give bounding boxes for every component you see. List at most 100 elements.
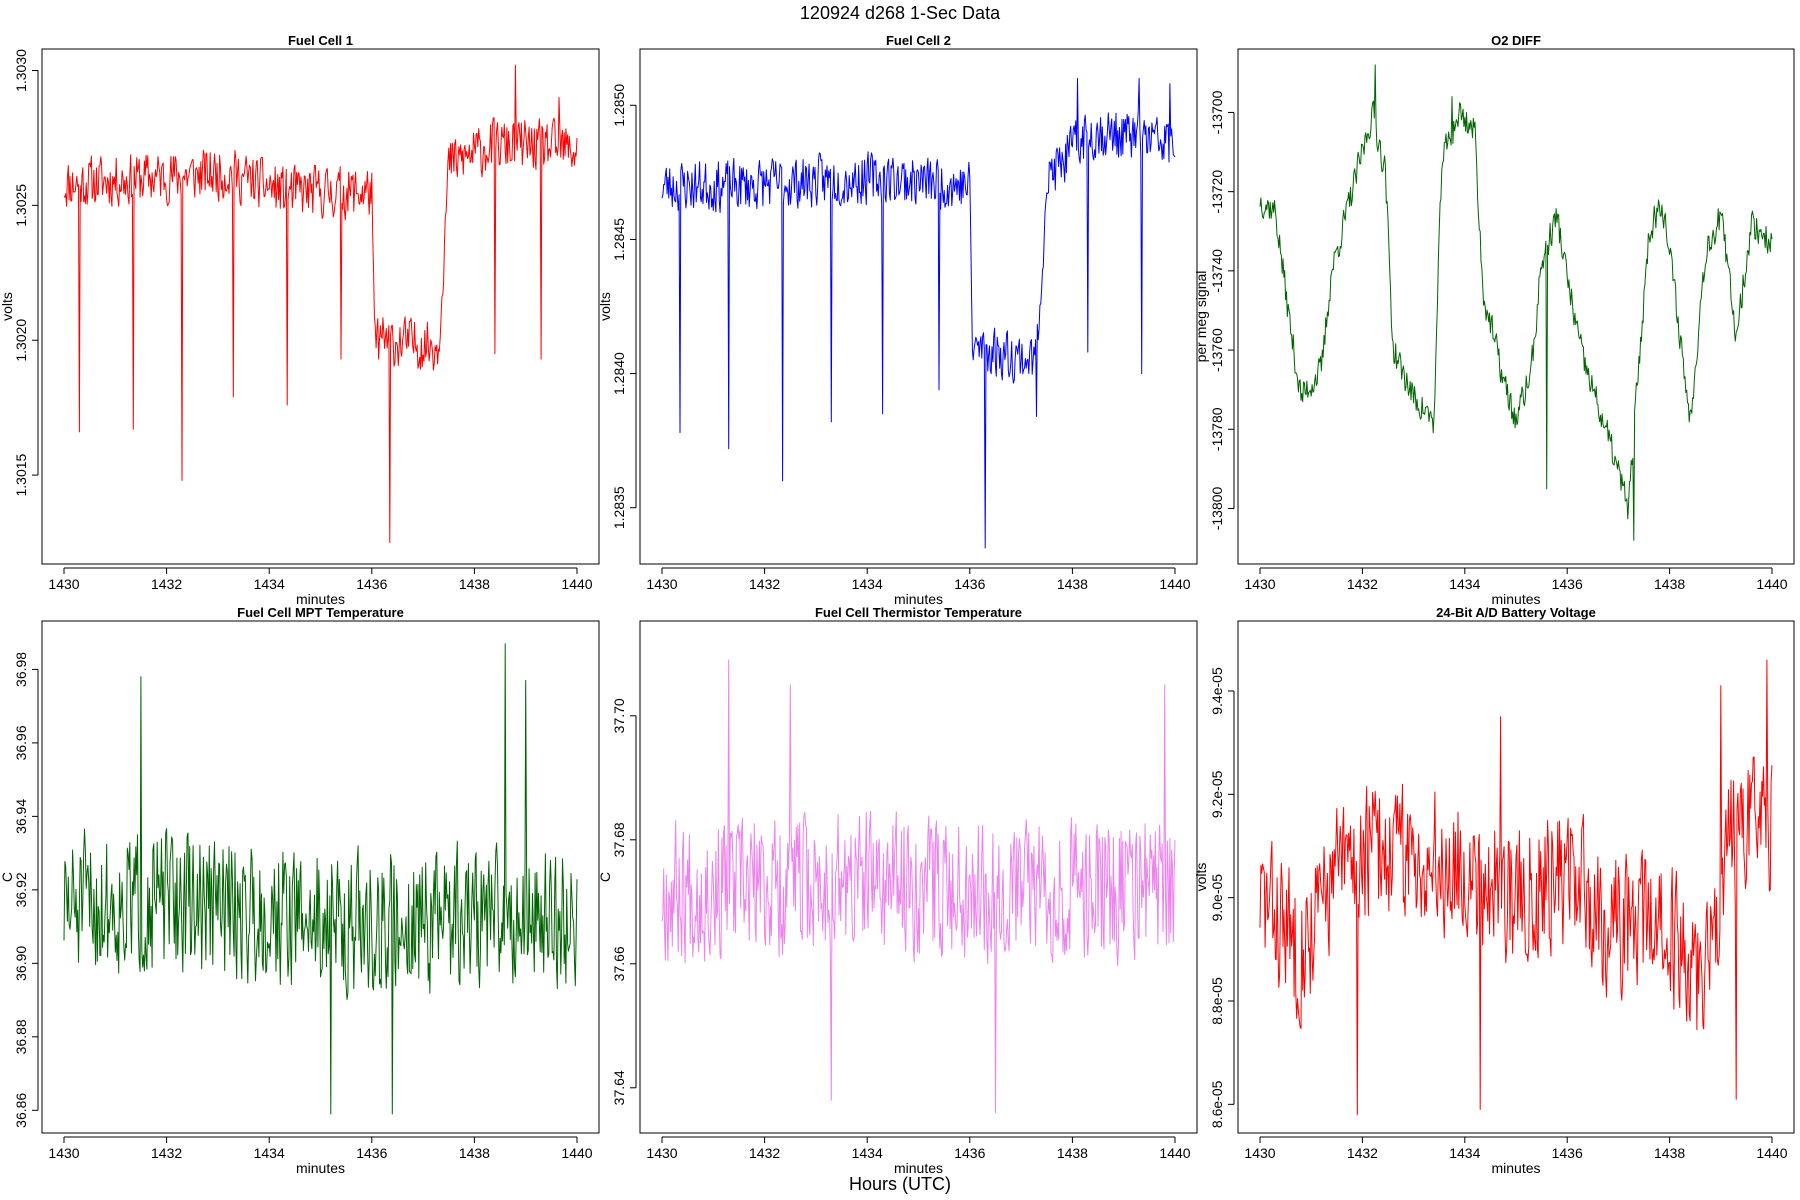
x-tick-label: 1436 [954,1145,985,1161]
x-tick-label: 1432 [1347,576,1378,592]
x-tick-label: 1438 [1057,1145,1088,1161]
panel-title: Fuel Cell Thermistor Temperature [815,605,1022,620]
x-tick-label: 1432 [749,1145,780,1161]
y-tick-label: 1.3030 [13,49,29,92]
y-tick-label: 1.2845 [611,218,627,261]
panel-title: Fuel Cell 2 [886,33,951,48]
y-tick-label: 9.2e-05 [1209,770,1225,818]
y-tick-label: -13800 [1209,486,1225,530]
plot-frame [41,48,600,565]
y-tick-label: -13740 [1209,249,1225,293]
y-tick-label: 36.98 [13,652,29,687]
x-axis-label: minutes [1491,1160,1540,1176]
series-line [1259,64,1773,541]
y-tick-label: 37.64 [611,1070,627,1105]
x-tick-label: 1436 [1552,576,1583,592]
figure-footer: Hours (UTC) [849,1174,951,1194]
x-axis-label: minutes [296,1160,345,1176]
panel-2: Fuel Cell 2 1430 1432 1434 1436 1438 1440 minut… [597,33,1198,607]
y-tick-label: 9.0e-05 [1209,874,1225,922]
x-tick-label: 1434 [1449,1145,1480,1161]
series-line [63,64,578,543]
x-tick-label: 1434 [254,1145,285,1161]
panels: Fuel Cell 1 1430 1432 1434 1436 1438 1440 minut… [0,33,1795,1176]
series-line [1259,659,1773,1116]
x-tick-label: 1438 [1654,576,1685,592]
y-axis-label: C [597,872,613,882]
y-tick-label: 36.86 [13,1093,29,1128]
x-tick-label: 1434 [852,1145,883,1161]
panel-4: Fuel Cell MPT Temperature 1430 1432 1434 143… [0,605,600,1176]
series-line [661,659,1176,1114]
x-tick-label: 1434 [254,576,285,592]
y-axis-label: volts [0,292,15,321]
x-tick-label: 1430 [1244,576,1275,592]
x-tick-label: 1430 [646,1145,677,1161]
x-tick-label: 1436 [1552,1145,1583,1161]
panel-5: Fuel Cell Thermistor Temperature 1430 1432… [597,605,1198,1176]
panel-title: Fuel Cell 1 [288,33,353,48]
figure-title: 120924 d268 1-Sec Data [800,3,1001,23]
y-tick-label: 1.3025 [13,184,29,227]
x-axis-label: minutes [296,591,345,607]
panel-title: Fuel Cell MPT Temperature [237,605,404,620]
plot-frame [1237,48,1795,565]
y-tick-label: 36.90 [13,946,29,981]
panel-title: 24-Bit A/D Battery Voltage [1436,605,1596,620]
series-line [661,78,1176,549]
y-tick-label: -13780 [1209,407,1225,451]
y-tick-label: 37.66 [611,946,627,981]
x-tick-label: 1430 [646,576,677,592]
x-tick-label: 1440 [1756,576,1787,592]
y-tick-label: 36.94 [13,799,29,834]
y-tick-label: 1.2840 [611,352,627,395]
x-axis-label: minutes [894,591,943,607]
x-tick-label: 1430 [48,1145,79,1161]
panel-3: O2 DIFF 1430 1432 1434 1436 1438 1440 minutes -1… [1193,33,1795,607]
y-axis-label: volts [1193,863,1209,892]
y-tick-label: -13760 [1209,328,1225,372]
y-tick-label: 9.4e-05 [1209,667,1225,715]
panel-title: O2 DIFF [1491,33,1541,48]
plot-frame [1237,620,1795,1134]
y-tick-label: 37.70 [611,698,627,733]
panel-1: Fuel Cell 1 1430 1432 1434 1436 1438 1440 minut… [0,33,600,607]
x-tick-label: 1430 [48,576,79,592]
y-tick-label: 1.2850 [611,84,627,127]
x-tick-label: 1436 [356,1145,387,1161]
y-tick-label: 1.3020 [13,319,29,362]
y-tick-label: -13720 [1209,170,1225,214]
y-tick-label: 1.2835 [611,486,627,529]
x-tick-label: 1436 [954,576,985,592]
x-tick-label: 1438 [1057,576,1088,592]
y-tick-label: 8.8e-05 [1209,977,1225,1025]
panel-6: 24-Bit A/D Battery Voltage 1430 1432 1434 14… [1193,605,1795,1176]
y-tick-label: 36.88 [13,1019,29,1054]
x-tick-label: 1432 [151,576,182,592]
x-tick-label: 1440 [1756,1145,1787,1161]
series-line [63,643,578,1115]
x-tick-label: 1434 [1449,576,1480,592]
x-tick-label: 1440 [561,1145,592,1161]
plot-frame [639,48,1198,565]
x-tick-label: 1440 [1159,576,1190,592]
y-tick-label: 37.68 [611,822,627,857]
y-axis-label: volts [597,292,613,321]
y-tick-label: 8.6e-05 [1209,1080,1225,1128]
plot-frame [639,620,1198,1134]
x-tick-label: 1438 [459,1145,490,1161]
x-axis-label: minutes [894,1160,943,1176]
y-tick-label: 36.96 [13,725,29,760]
x-tick-label: 1436 [356,576,387,592]
y-tick-label: -13700 [1209,90,1225,134]
x-tick-label: 1438 [1654,1145,1685,1161]
x-tick-label: 1432 [749,576,780,592]
y-axis-label: C [0,872,15,882]
x-axis-label: minutes [1491,591,1540,607]
x-tick-label: 1432 [1347,1145,1378,1161]
y-axis-label: per meg signal [1193,271,1209,363]
x-tick-label: 1434 [852,576,883,592]
x-tick-label: 1432 [151,1145,182,1161]
